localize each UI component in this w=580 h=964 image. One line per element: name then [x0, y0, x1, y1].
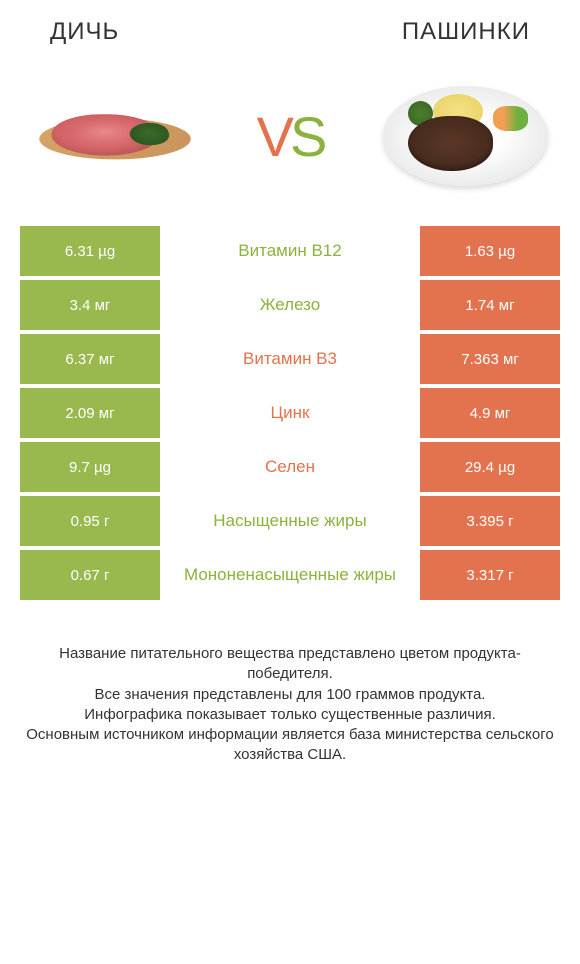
left-food-image: [30, 76, 200, 196]
comparison-table: 6.31 µgВитамин B121.63 µg3.4 мгЖелезо1.7…: [0, 226, 580, 600]
footer-line-3: Инфографика показывает только существенн…: [20, 705, 560, 725]
nutrient-label-cell: Селен: [160, 442, 420, 492]
left-value-cell: 0.95 г: [20, 496, 160, 546]
right-value-cell: 7.363 мг: [420, 334, 560, 384]
vs-s: S: [290, 105, 323, 168]
images-row: VS: [0, 56, 580, 226]
table-row: 0.95 гНасыщенные жиры3.395 г: [20, 496, 560, 546]
right-value-cell: 1.63 µg: [420, 226, 560, 276]
table-row: 0.67 гМононенасыщенные жиры3.317 г: [20, 550, 560, 600]
footer-notes: Название питательного вещества представл…: [0, 604, 580, 786]
left-value-cell: 9.7 µg: [20, 442, 160, 492]
right-value-cell: 29.4 µg: [420, 442, 560, 492]
table-row: 3.4 мгЖелезо1.74 мг: [20, 280, 560, 330]
table-row: 9.7 µgСелен29.4 µg: [20, 442, 560, 492]
nutrient-label-cell: Железо: [160, 280, 420, 330]
left-value-cell: 6.31 µg: [20, 226, 160, 276]
nutrient-label-cell: Мононенасыщенные жиры: [160, 550, 420, 600]
nutrient-label-cell: Цинк: [160, 388, 420, 438]
right-value-cell: 3.317 г: [420, 550, 560, 600]
table-row: 2.09 мгЦинк4.9 мг: [20, 388, 560, 438]
left-value-cell: 0.67 г: [20, 550, 160, 600]
table-row: 6.31 µgВитамин B121.63 µg: [20, 226, 560, 276]
nutrient-label-cell: Насыщенные жиры: [160, 496, 420, 546]
vs-v: V: [257, 105, 290, 168]
vs-label: VS: [257, 104, 324, 169]
left-value-cell: 3.4 мг: [20, 280, 160, 330]
nutrient-label-cell: Витамин B3: [160, 334, 420, 384]
right-food-image: [380, 76, 550, 196]
header: ДИЧЬ ПАШИНКИ: [0, 0, 580, 56]
right-value-cell: 1.74 мг: [420, 280, 560, 330]
footer-line-1: Название питательного вещества представл…: [20, 644, 560, 685]
nutrient-label-cell: Витамин B12: [160, 226, 420, 276]
table-row: 6.37 мгВитамин B37.363 мг: [20, 334, 560, 384]
left-value-cell: 6.37 мг: [20, 334, 160, 384]
right-food-title: ПАШИНКИ: [402, 18, 530, 46]
right-value-cell: 4.9 мг: [420, 388, 560, 438]
footer-line-2: Все значения представлены для 100 граммо…: [20, 685, 560, 705]
footer-line-4: Основным источником информации является …: [20, 725, 560, 766]
left-food-title: ДИЧЬ: [50, 18, 119, 46]
right-value-cell: 3.395 г: [420, 496, 560, 546]
left-value-cell: 2.09 мг: [20, 388, 160, 438]
